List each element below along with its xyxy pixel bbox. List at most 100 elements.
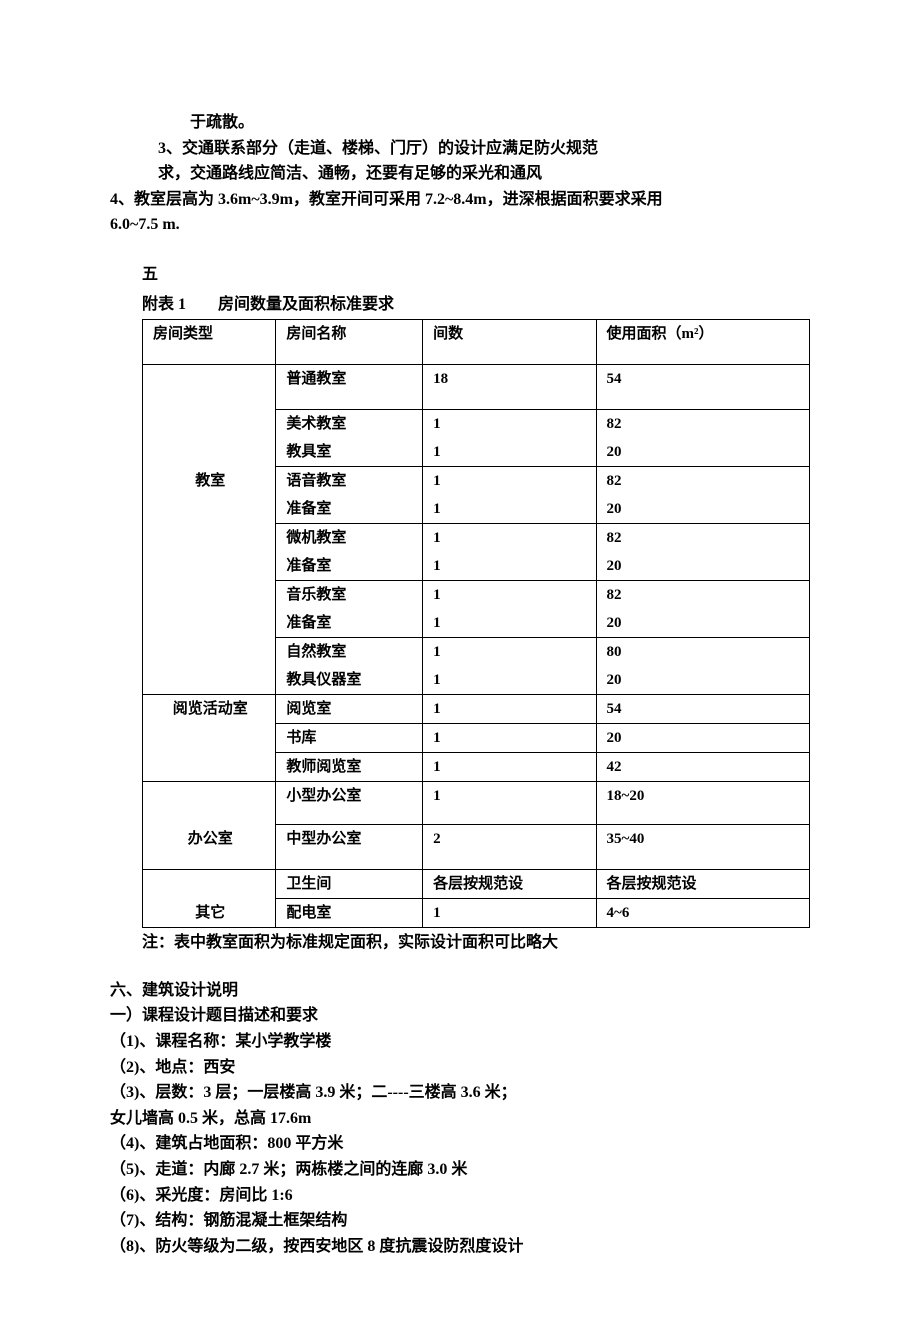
cell-count: 1 (423, 724, 596, 753)
cell-name: 小型办公室 (276, 782, 423, 825)
s6-sub: 一）课程设计题目描述和要求 (110, 1003, 810, 1029)
cell-name: 自然教室 (276, 638, 423, 667)
cell-count: 1 (423, 695, 596, 724)
table-row: 书库 1 20 (143, 724, 810, 753)
cat-empty (143, 609, 276, 638)
cell-area: 82 (596, 581, 809, 610)
cell-area: 54 (596, 365, 809, 410)
cat-empty (143, 410, 276, 439)
cell-name: 准备室 (276, 609, 423, 638)
cell-count: 1 (423, 524, 596, 553)
table-row: 小型办公室 1 18~20 (143, 782, 810, 825)
section-5-heading: 五 (142, 262, 810, 288)
cell-count: 1 (423, 666, 596, 695)
cat-empty (143, 438, 276, 467)
cell-count: 1 (423, 438, 596, 467)
table-row: 美术教室 1 82 (143, 410, 810, 439)
th-area: 使用面积（m²） (596, 320, 809, 365)
cell-name: 语音教室 (276, 467, 423, 496)
cell-area: 18~20 (596, 782, 809, 825)
intro-item-4b: 6.0~7.5 m. (110, 212, 810, 238)
intro-item-3b: 求，交通路线应简洁、通畅，还要有足够的采光和通风 (158, 161, 810, 187)
table-row: 办公室 中型办公室 2 35~40 (143, 825, 810, 870)
cell-name: 准备室 (276, 495, 423, 524)
th-count: 间数 (423, 320, 596, 365)
cat-empty (143, 753, 276, 782)
table-row: 普通教室 18 54 (143, 365, 810, 410)
table-row: 准备室 1 20 (143, 609, 810, 638)
table-row: 自然教室 1 80 (143, 638, 810, 667)
cell-area: 20 (596, 609, 809, 638)
s6-i3b: 女儿墙高 0.5 米，总高 17.6m (110, 1106, 810, 1132)
cell-count: 1 (423, 467, 596, 496)
table-note: 注：表中教室面积为标准规定面积，实际设计面积可比略大 (142, 930, 810, 956)
table-row: 教师阅览室 1 42 (143, 753, 810, 782)
cell-count: 1 (423, 581, 596, 610)
s6-title: 六、建筑设计说明 (110, 978, 810, 1004)
s6-i5: （5)、走道：内廊 2.7 米；两栋楼之间的连廊 3.0 米 (110, 1157, 810, 1183)
cat-other: 其它 (143, 899, 276, 928)
cell-area: 各层按规范设 (596, 870, 809, 899)
s6-i8: （8)、防火等级为二级，按西安地区 8 度抗震设防烈度设计 (110, 1234, 810, 1260)
cell-area: 82 (596, 524, 809, 553)
s6-i4: （4)、建筑占地面积：800 平方米 (110, 1131, 810, 1157)
cell-name: 阅览室 (276, 695, 423, 724)
cell-count: 1 (423, 638, 596, 667)
cell-count: 18 (423, 365, 596, 410)
s6-i2: （2)、地点：西安 (110, 1055, 810, 1081)
cell-area: 82 (596, 410, 809, 439)
intro-item-3a: 3、交通联系部分（走道、楼梯、门厅）的设计应满足防火规范 (158, 136, 810, 162)
th-name: 房间名称 (276, 320, 423, 365)
cat-office: 办公室 (143, 825, 276, 870)
cat-classroom: 教室 (143, 467, 276, 496)
cat-empty (143, 581, 276, 610)
cell-count: 各层按规范设 (423, 870, 596, 899)
cell-area: 20 (596, 552, 809, 581)
th-type: 房间类型 (143, 320, 276, 365)
cell-name: 中型办公室 (276, 825, 423, 870)
cell-count: 1 (423, 899, 596, 928)
s6-i1: （1)、课程名称：某小学教学楼 (110, 1029, 810, 1055)
cell-name: 配电室 (276, 899, 423, 928)
cell-area: 42 (596, 753, 809, 782)
cat-empty (143, 724, 276, 753)
cell-name: 音乐教室 (276, 581, 423, 610)
cell-area: 20 (596, 666, 809, 695)
cell-count: 1 (423, 782, 596, 825)
cell-area: 20 (596, 438, 809, 467)
table-title: 附表 1 房间数量及面积标准要求 (142, 292, 810, 318)
table-header-row: 房间类型 房间名称 间数 使用面积（m²） (143, 320, 810, 365)
cell-name: 教具仪器室 (276, 666, 423, 695)
cell-count: 1 (423, 609, 596, 638)
cell-name: 教具室 (276, 438, 423, 467)
s6-i7: （7)、结构：钢筋混凝土框架结构 (110, 1208, 810, 1234)
cell-area: 35~40 (596, 825, 809, 870)
section-5: 五 附表 1 房间数量及面积标准要求 房间类型 房间名称 间数 使用面积（m²）… (110, 262, 810, 956)
intro-line-1: 于疏散。 (158, 110, 810, 136)
table-row: 准备室 1 20 (143, 552, 810, 581)
table-row: 卫生间 各层按规范设 各层按规范设 (143, 870, 810, 899)
table-row: 其它 配电室 1 4~6 (143, 899, 810, 928)
cat-empty (143, 524, 276, 553)
cat-empty (143, 365, 276, 410)
intro-block: 于疏散。 3、交通联系部分（走道、楼梯、门厅）的设计应满足防火规范 求，交通路线… (110, 110, 810, 238)
cell-area: 4~6 (596, 899, 809, 928)
table-row: 微机教室 1 82 (143, 524, 810, 553)
cell-name: 书库 (276, 724, 423, 753)
cell-area: 80 (596, 638, 809, 667)
cat-empty (143, 666, 276, 695)
cell-name: 教师阅览室 (276, 753, 423, 782)
s6-i6: （6)、采光度：房间比 1:6 (110, 1183, 810, 1209)
table-row: 音乐教室 1 82 (143, 581, 810, 610)
table-row: 阅览活动室 阅览室 1 54 (143, 695, 810, 724)
cat-empty (143, 552, 276, 581)
cat-empty (143, 638, 276, 667)
table-row: 教具仪器室 1 20 (143, 666, 810, 695)
cell-name: 普通教室 (276, 365, 423, 410)
table-row: 教具室 1 20 (143, 438, 810, 467)
cell-count: 1 (423, 410, 596, 439)
cell-area: 20 (596, 495, 809, 524)
cell-name: 卫生间 (276, 870, 423, 899)
table-row: 教室 语音教室 1 82 (143, 467, 810, 496)
cat-empty (143, 495, 276, 524)
